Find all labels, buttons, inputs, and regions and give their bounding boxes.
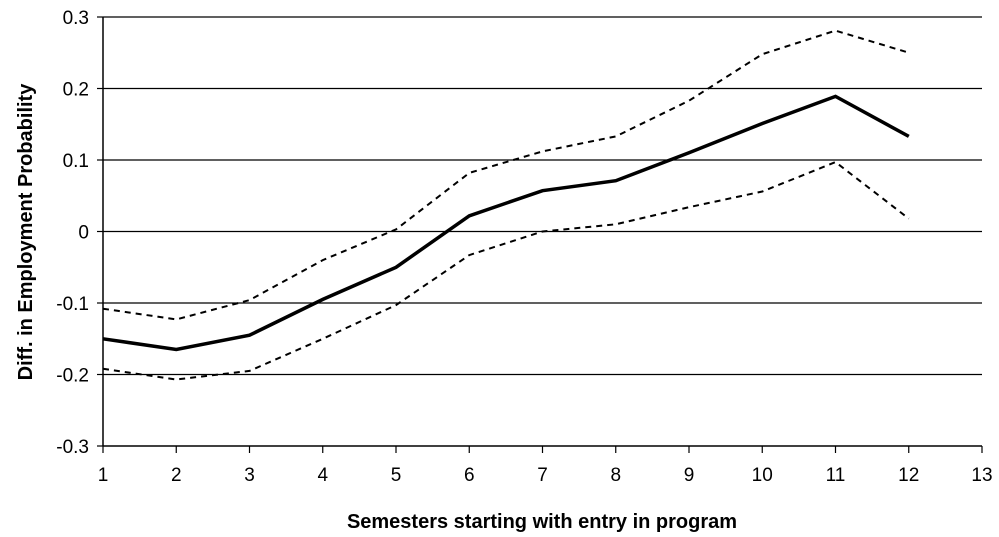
x-tick-label: 7 <box>537 465 548 486</box>
grid-lines <box>103 16 982 376</box>
x-tick-label: 10 <box>752 465 773 486</box>
y-tick-label: -0.2 <box>56 366 89 387</box>
x-tick-label: 13 <box>971 465 992 486</box>
x-tick-label: 1 <box>98 465 109 486</box>
x-tick-label: 2 <box>171 465 182 486</box>
x-axis-title: Semesters starting with entry in program <box>347 511 737 533</box>
x-tick-label: 5 <box>391 465 402 486</box>
y-tick-label: -0.1 <box>56 294 89 315</box>
x-tick-label: 12 <box>898 465 919 486</box>
y-tick-label: -0.3 <box>56 437 89 458</box>
lower-bound-line <box>102 160 910 381</box>
x-tick-label: 11 <box>826 465 846 486</box>
upper-bound-line <box>102 29 910 321</box>
y-axis-title: Diff. in Employment Probability <box>15 83 37 381</box>
x-tick-label: 6 <box>464 465 475 486</box>
x-tick-label: 4 <box>317 465 328 486</box>
series-lines <box>102 29 910 381</box>
x-tick-label: 3 <box>244 465 255 486</box>
x-tick-label: 8 <box>610 465 621 486</box>
y-tick-labels: 0.3 0.2 0.1 0 -0.1 -0.2 -0.3 <box>56 8 103 458</box>
estimate-line <box>102 94 910 352</box>
x-tick-label: 9 <box>684 465 695 486</box>
y-tick-label: 0.3 <box>63 8 89 29</box>
y-tick-label: 0 <box>78 223 89 244</box>
x-tick-labels: 1 2 3 4 5 6 7 8 9 10 11 12 13 <box>98 446 993 486</box>
y-tick-label: 0.1 <box>63 151 89 172</box>
y-tick-label: 0.2 <box>63 80 89 101</box>
